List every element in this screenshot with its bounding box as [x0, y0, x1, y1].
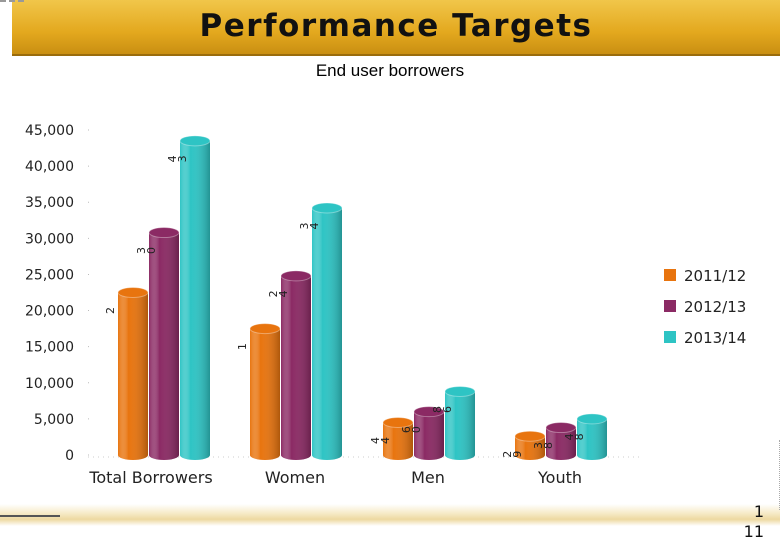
- legend: 2011/12 2012/13 2013/14: [664, 267, 746, 347]
- footer-line: [0, 515, 60, 517]
- bars: 2 30 43 1 24 34 44 60 86 29 38 48: [104, 135, 608, 461]
- y-tick-label: 30,000: [25, 231, 74, 247]
- y-tick-label: 45,000: [25, 123, 74, 139]
- bar-2013-14-men: [444, 385, 476, 460]
- page-number: 1 11: [744, 502, 764, 542]
- data-label: 86: [431, 406, 454, 413]
- corner-decoration: [0, 0, 24, 8]
- data-label: 34: [298, 223, 321, 230]
- data-label: 30: [135, 247, 158, 254]
- category-label: Youth: [537, 468, 582, 487]
- legend-label: 2012/13: [684, 298, 746, 316]
- legend-label: 2013/14: [684, 329, 746, 347]
- data-label: 1: [236, 343, 249, 350]
- category-label: Men: [411, 468, 445, 487]
- y-tick-label: 20,000: [25, 304, 74, 320]
- data-label: 24: [267, 290, 290, 297]
- bar-2013-14-total-borrowers: [179, 135, 211, 461]
- y-tick-label: 10,000: [25, 376, 74, 392]
- bar-2011-12-women: [249, 323, 281, 460]
- bar-2012-13-women: [280, 270, 312, 460]
- y-tick-label: 15,000: [25, 340, 74, 356]
- category-label: Women: [265, 468, 325, 487]
- title-bar: Performance Targets: [0, 0, 780, 56]
- bar-2012-13-total-borrowers: [148, 227, 180, 460]
- y-tick-label: 5,000: [34, 412, 74, 428]
- bar-2013-14-youth: [576, 413, 608, 460]
- page-title: Performance Targets: [199, 8, 593, 44]
- page-number-top: 1: [753, 502, 764, 521]
- chart-title: End user borrowers: [315, 61, 465, 80]
- bar-2011-12-total-borrowers: [117, 287, 149, 460]
- y-tick-label: 40,000: [25, 159, 74, 175]
- page-number-bottom: 11: [743, 522, 764, 541]
- legend-label: 2011/12: [684, 267, 746, 285]
- y-tick-label: 25,000: [25, 267, 74, 283]
- data-label: 48: [563, 433, 586, 440]
- footer-band: [0, 504, 780, 526]
- x-axis: Total Borrowers Women Men Youth: [88, 468, 582, 487]
- y-tick-label: 0: [65, 448, 74, 464]
- data-label: 43: [166, 155, 189, 162]
- side-decoration: [739, 440, 780, 510]
- data-label: 2: [104, 307, 117, 314]
- bar-2012-13-men: [413, 406, 445, 460]
- bar-2011-12-youth: [514, 430, 546, 460]
- category-label: Total Borrowers: [88, 468, 212, 487]
- bar-2013-14-women: [311, 202, 343, 460]
- bar-2012-13-youth: [545, 422, 577, 460]
- data-label: 60: [400, 426, 423, 433]
- data-label: 29: [501, 451, 524, 458]
- legend-swatch: [664, 331, 676, 343]
- y-tick-label: 35,000: [25, 195, 74, 211]
- legend-swatch: [664, 269, 676, 281]
- chart: 0 5,000 10,000 15,000 20,000 25,000 30,000 35,0…: [25, 123, 746, 487]
- bar-2011-12-men: [382, 417, 414, 460]
- data-label: 44: [369, 437, 392, 444]
- legend-swatch: [664, 300, 676, 312]
- y-axis: 0 5,000 10,000 15,000 20,000 25,000 30,000 35,0…: [25, 123, 640, 464]
- data-label: 38: [532, 442, 555, 449]
